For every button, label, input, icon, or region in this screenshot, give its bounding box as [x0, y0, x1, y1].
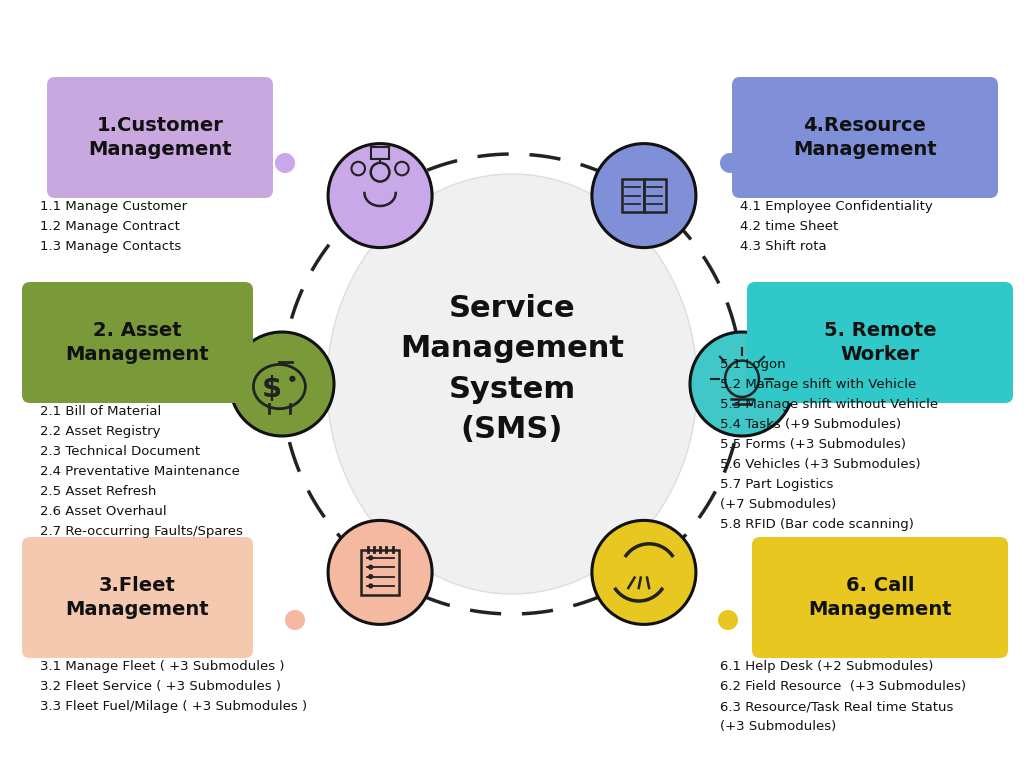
Text: 4.Resource
Management: 4.Resource Management	[794, 116, 937, 159]
Text: 3.1 Manage Fleet ( +3 Submodules ): 3.1 Manage Fleet ( +3 Submodules )	[40, 660, 285, 673]
Text: 2.5 Asset Refresh: 2.5 Asset Refresh	[40, 485, 157, 498]
Text: 2.4 Preventative Maintenance: 2.4 Preventative Maintenance	[40, 465, 240, 478]
Text: 3.Fleet
Management: 3.Fleet Management	[66, 576, 209, 619]
Circle shape	[738, 374, 758, 394]
Circle shape	[285, 610, 305, 630]
Text: 1.Customer
Management: 1.Customer Management	[88, 116, 231, 159]
Text: 3.2 Fleet Service ( +3 Submodules ): 3.2 Fleet Service ( +3 Submodules )	[40, 680, 281, 693]
FancyBboxPatch shape	[22, 282, 253, 403]
Ellipse shape	[327, 174, 697, 594]
Text: 5.1 Logon: 5.1 Logon	[720, 358, 785, 371]
Circle shape	[592, 521, 696, 624]
Text: 2.7 Re-occurring Faults/Spares: 2.7 Re-occurring Faults/Spares	[40, 525, 243, 538]
Text: 5.2 Manage shift with Vehicle: 5.2 Manage shift with Vehicle	[720, 378, 916, 391]
FancyBboxPatch shape	[22, 537, 253, 658]
Text: 4.2 time Sheet: 4.2 time Sheet	[740, 220, 839, 233]
FancyBboxPatch shape	[47, 77, 273, 198]
Text: 5.6 Vehicles (+3 Submodules): 5.6 Vehicles (+3 Submodules)	[720, 458, 921, 471]
Text: 5.3 Manage shift without Vehicle: 5.3 Manage shift without Vehicle	[720, 398, 938, 411]
Text: $: $	[261, 376, 282, 403]
Circle shape	[275, 153, 295, 173]
Circle shape	[328, 521, 432, 624]
Text: 5.7 Part Logistics: 5.7 Part Logistics	[720, 478, 834, 491]
FancyBboxPatch shape	[752, 537, 1008, 658]
Circle shape	[368, 564, 374, 570]
Text: 6. Call
Management: 6. Call Management	[808, 576, 952, 619]
FancyBboxPatch shape	[746, 282, 1013, 403]
Text: 1.1 Manage Customer: 1.1 Manage Customer	[40, 200, 187, 213]
Circle shape	[368, 555, 374, 561]
Text: 5.4 Tasks (+9 Submodules): 5.4 Tasks (+9 Submodules)	[720, 418, 901, 431]
Circle shape	[720, 153, 740, 173]
Text: 5. Remote
Worker: 5. Remote Worker	[823, 321, 936, 364]
Text: Service
Management
System
(SMS): Service Management System (SMS)	[400, 293, 624, 444]
Text: 4.3 Shift rota: 4.3 Shift rota	[740, 240, 826, 253]
Text: 5.8 RFID (Bar code scanning): 5.8 RFID (Bar code scanning)	[720, 518, 913, 531]
Text: (+7 Submodules): (+7 Submodules)	[720, 498, 837, 511]
Circle shape	[368, 584, 374, 588]
Text: 6.2 Field Resource  (+3 Submodules): 6.2 Field Resource (+3 Submodules)	[720, 680, 966, 693]
Text: 1.3 Manage Contacts: 1.3 Manage Contacts	[40, 240, 181, 253]
Text: 2.2 Asset Registry: 2.2 Asset Registry	[40, 425, 161, 438]
Circle shape	[328, 144, 432, 247]
Circle shape	[718, 610, 738, 630]
Text: 6.1 Help Desk (+2 Submodules): 6.1 Help Desk (+2 Submodules)	[720, 660, 933, 673]
Text: 6.3 Resource/Task Real time Status: 6.3 Resource/Task Real time Status	[720, 700, 953, 713]
Text: 2.6 Asset Overhaul: 2.6 Asset Overhaul	[40, 505, 167, 518]
Text: 2. Asset
Management: 2. Asset Management	[66, 321, 209, 364]
Circle shape	[260, 374, 280, 394]
Text: 2.1 Bill of Material: 2.1 Bill of Material	[40, 405, 161, 418]
Circle shape	[592, 144, 696, 247]
Circle shape	[368, 574, 374, 579]
Text: 2.3 Technical Document: 2.3 Technical Document	[40, 445, 200, 458]
Text: 5.5 Forms (+3 Submodules): 5.5 Forms (+3 Submodules)	[720, 438, 906, 451]
Circle shape	[289, 376, 296, 382]
Text: (+3 Submodules): (+3 Submodules)	[720, 720, 837, 733]
Text: 3.3 Fleet Fuel/Milage ( +3 Submodules ): 3.3 Fleet Fuel/Milage ( +3 Submodules )	[40, 700, 307, 713]
Circle shape	[230, 332, 334, 436]
Text: 4.1 Employee Confidentiality: 4.1 Employee Confidentiality	[740, 200, 933, 213]
Circle shape	[690, 332, 794, 436]
Text: 1.2 Manage Contract: 1.2 Manage Contract	[40, 220, 180, 233]
FancyBboxPatch shape	[732, 77, 998, 198]
